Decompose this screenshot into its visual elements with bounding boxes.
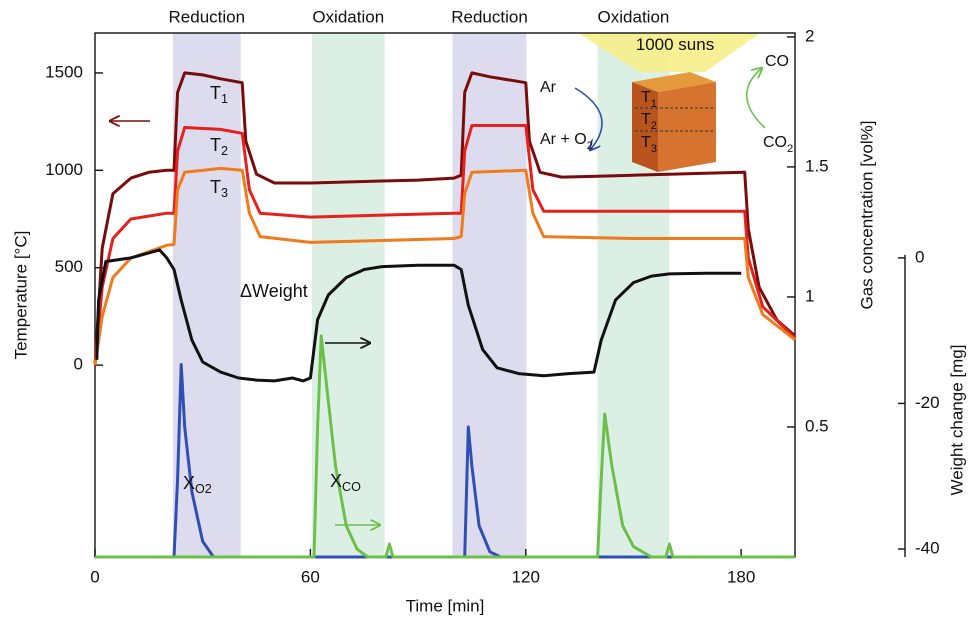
y-axis-title: Temperature [°C] xyxy=(11,231,30,360)
annotation-main: X xyxy=(330,471,342,491)
y-tick-label: 0 xyxy=(74,355,83,374)
annotation-main: ΔWeight xyxy=(240,281,308,301)
annotation: ΔWeight xyxy=(240,281,308,301)
region xyxy=(311,33,385,557)
y-tick-label: 500 xyxy=(55,257,83,276)
annotation-main: T xyxy=(210,83,221,103)
inset-label: Ar + O2 xyxy=(540,131,593,152)
inset-label-main: 1000 suns xyxy=(636,35,714,54)
y-tick-label: 1000 xyxy=(45,160,83,179)
region xyxy=(172,33,241,557)
inset-label: T1 xyxy=(641,89,657,110)
annotation-sub: 1 xyxy=(221,92,228,106)
inset-label-main: Ar + O xyxy=(540,131,587,148)
annotation: T3 xyxy=(210,177,228,201)
inset-label: CO xyxy=(765,53,789,70)
y3-tick-label: -20 xyxy=(915,393,940,412)
y2-tick-label: 0.5 xyxy=(805,416,829,435)
annotation-sub: CO xyxy=(342,480,361,494)
inset-label-main: T xyxy=(641,134,651,151)
x-tick-label: 60 xyxy=(301,567,320,586)
region-label: Reduction xyxy=(169,7,246,26)
annotation-sub: 2 xyxy=(221,144,228,158)
annotation: XO2 xyxy=(183,473,212,497)
inset-label: CO2 xyxy=(763,134,793,155)
inset-label: 1000 suns xyxy=(636,35,714,54)
x-tick-label: 0 xyxy=(90,567,99,586)
annotation-sub: 3 xyxy=(221,186,228,200)
series-line xyxy=(93,124,797,366)
x-tick-label: 120 xyxy=(512,567,540,586)
inset-label-sub: 2 xyxy=(587,140,593,152)
inset-label: Ar xyxy=(540,79,557,96)
inset-illustration xyxy=(574,33,766,172)
inset-label-sub: 2 xyxy=(651,120,657,132)
y2-tick-label: 1.5 xyxy=(805,156,829,175)
y3-tick-label: 0 xyxy=(915,247,924,266)
y3-tick-label: -40 xyxy=(915,538,940,557)
annotation-main: T xyxy=(210,135,221,155)
series-line xyxy=(95,248,742,383)
series-line xyxy=(93,71,796,366)
y2-tick-label: 1 xyxy=(805,286,814,305)
annotation: T1 xyxy=(210,83,228,107)
inset-label-main: T xyxy=(641,89,651,106)
inset-label-main: CO xyxy=(763,134,787,151)
series-line xyxy=(95,334,795,559)
region-label: Oxidation xyxy=(312,7,384,26)
y3-axis-title: Weight change [mg] xyxy=(947,345,966,496)
x-axis-title: Time [min] xyxy=(406,596,485,615)
inset-label-sub: 3 xyxy=(651,143,657,155)
y2-axis-title: Gas concentration [vol%] xyxy=(857,121,876,310)
y2-tick-label: 2 xyxy=(805,26,814,45)
y-tick-label: 1500 xyxy=(45,62,83,81)
inset-label-main: CO xyxy=(765,53,789,70)
region-label: Oxidation xyxy=(598,7,670,26)
x-tick-label: 180 xyxy=(727,567,755,586)
inset-label: T3 xyxy=(641,134,657,155)
plot-layer: Reduction Oxidation Reduction Oxidation 0 60 1… xyxy=(11,7,966,615)
series-line xyxy=(93,166,796,366)
annotation: XCO xyxy=(330,471,361,495)
annotation-main: X xyxy=(183,473,195,493)
annotation-main: T xyxy=(210,177,221,197)
inset-label-main: T xyxy=(641,111,651,128)
inset-label-sub: 2 xyxy=(787,143,793,155)
annotation-sub: O2 xyxy=(195,482,212,496)
inset-label-sub: 1 xyxy=(651,98,657,110)
inset-label: T2 xyxy=(641,111,657,132)
inset-label-main: Ar xyxy=(540,79,557,96)
annotation: T2 xyxy=(210,135,228,159)
region-label: Reduction xyxy=(451,7,528,26)
